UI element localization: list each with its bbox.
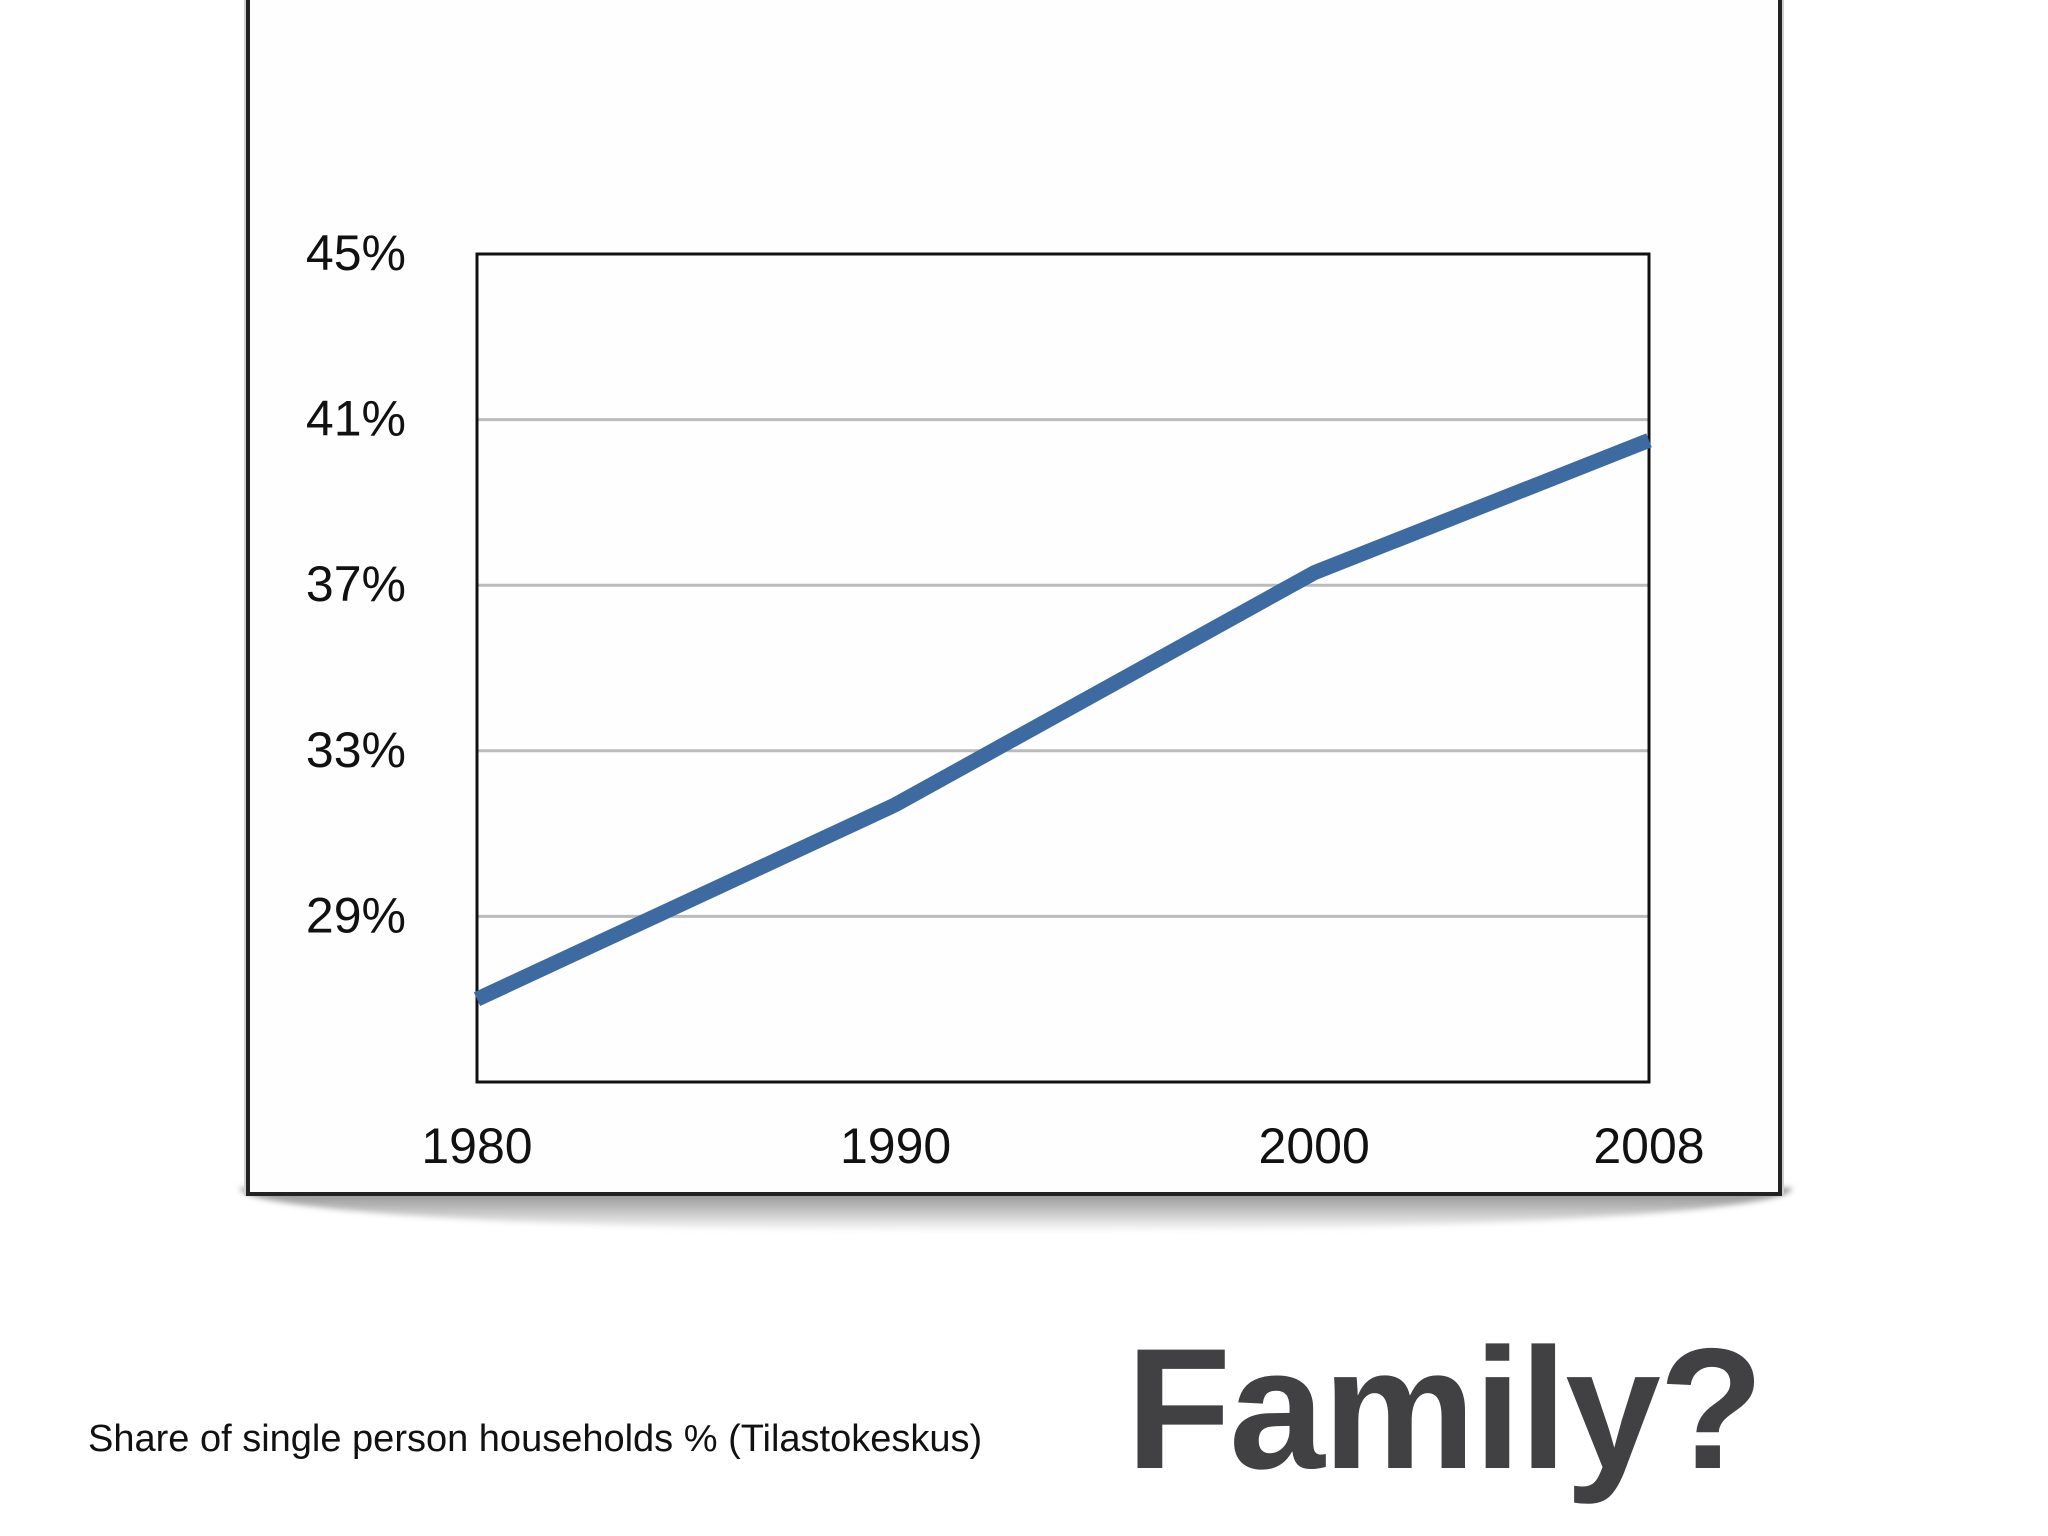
slide-headline: Family?	[1126, 1313, 1764, 1505]
x-tick-label: 2008	[1593, 1118, 1704, 1174]
y-tick-label: 29%	[306, 887, 406, 943]
series-layer	[473, 433, 1652, 1007]
grid-lines	[477, 418, 1649, 918]
x-tick-label: 1980	[421, 1118, 532, 1174]
y-axis-tick-labels: 29% 33% 37% 41% 45%	[306, 225, 406, 943]
y-tick-label: 45%	[306, 225, 406, 281]
x-axis-tick-labels: 1980 1990 2000 2008	[421, 1118, 1704, 1174]
chart-caption: Share of single person households % (Til…	[88, 1418, 983, 1460]
series-line	[473, 433, 1652, 1007]
x-tick-label: 2000	[1259, 1118, 1370, 1174]
plot-frame	[475, 252, 1651, 1084]
y-tick-label: 37%	[306, 556, 406, 612]
y-tick-label: 41%	[306, 391, 406, 447]
x-tick-label: 1990	[840, 1118, 951, 1174]
chart-card	[246, 0, 1782, 1196]
y-tick-label: 33%	[306, 722, 406, 778]
